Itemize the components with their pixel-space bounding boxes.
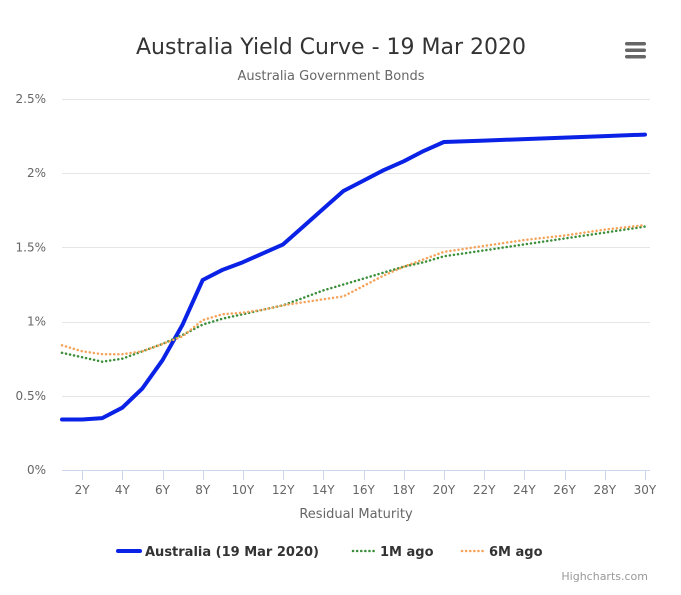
x-tick-label: 18Y [392,483,415,497]
credits-link[interactable]: Highcharts.com [561,570,648,583]
x-axis [62,470,650,480]
x-axis-labels: 2Y 4Y 6Y 8Y 10Y 12Y 14Y 16Y 18Y 20Y 22Y 24Y 26Y 28Y 30… [75,483,657,497]
x-tick-label: 12Y [272,483,295,497]
x-tick-label: 22Y [473,483,496,497]
x-tick-label: 6Y [155,483,171,497]
hamburger-menu-icon[interactable] [625,42,646,59]
legend-label[interactable]: Australia (19 Mar 2020) [145,545,319,560]
x-tick-label: 30Y [634,483,657,497]
x-tick-label: 24Y [513,483,536,497]
y-tick-label: 2% [27,166,46,180]
y-tick-label: 2.5% [16,92,47,106]
series-line-2[interactable] [60,225,647,363]
x-tick-label: 26Y [553,483,576,497]
series-lines [60,132,647,422]
x-tick-label: 2Y [75,483,91,497]
legend: Australia (19 Mar 2020) 1M ago 6M ago [116,545,543,560]
legend-item-3[interactable]: 6M ago [460,545,543,560]
legend-label[interactable]: 1M ago [380,545,434,560]
x-tick-label: 16Y [352,483,375,497]
context-menu-button[interactable] [620,36,650,64]
legend-item-1[interactable]: Australia (19 Mar 2020) [116,545,319,560]
chart-subtitle: Australia Government Bonds [238,69,425,84]
x-tick-label: 8Y [195,483,211,497]
x-tick-label: 20Y [433,483,456,497]
y-tick-label: 1.5% [16,240,47,254]
series-line-1[interactable] [60,132,647,422]
x-tick-label: 4Y [115,483,131,497]
x-tick-label: 14Y [312,483,335,497]
series-line-3[interactable] [60,223,647,356]
legend-item-2[interactable]: 1M ago [351,545,434,560]
grid-lines [62,99,650,397]
chart-title: Australia Yield Curve - 19 Mar 2020 [136,35,526,60]
y-axis-labels: 0% 0.5% 1% 1.5% 2% 2.5% [16,92,47,477]
y-tick-label: 1% [27,315,46,329]
y-tick-label: 0.5% [16,389,47,403]
x-tick-label: 10Y [232,483,255,497]
y-tick-label: 0% [27,463,46,477]
x-tick-label: 28Y [593,483,616,497]
legend-label[interactable]: 6M ago [489,545,543,560]
x-axis-title: Residual Maturity [299,507,413,522]
